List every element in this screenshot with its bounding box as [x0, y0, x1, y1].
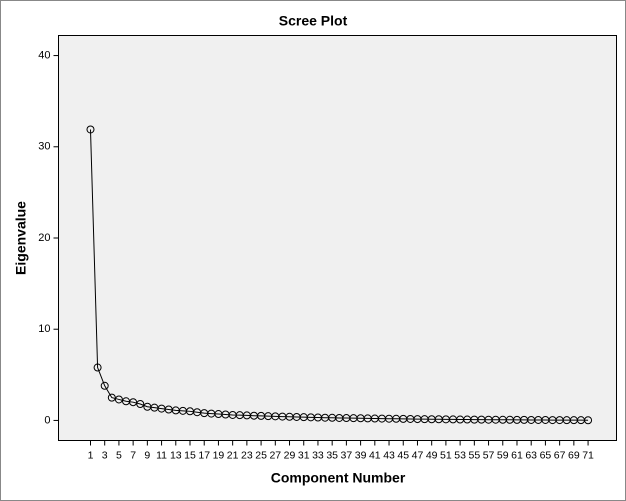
y-axis-label: Eigenvalue [13, 201, 29, 275]
x-tick-label: 69 [568, 449, 580, 461]
x-tick-label: 13 [170, 449, 182, 461]
x-tick-label: 61 [511, 449, 523, 461]
x-tick-label: 49 [426, 449, 438, 461]
y-tick-label: 40 [38, 49, 50, 61]
y-tick-label: 10 [38, 323, 50, 335]
point [86, 125, 95, 134]
x-tick-label: 31 [298, 449, 310, 461]
point [584, 416, 593, 425]
x-tick-label: 17 [198, 449, 210, 461]
x-tick-label: 29 [284, 449, 296, 461]
x-tick-label: 63 [525, 449, 537, 461]
x-tick-label: 53 [454, 449, 466, 461]
x-tick-label: 3 [102, 449, 108, 461]
x-tick-label: 59 [497, 449, 509, 461]
x-tick-label: 33 [312, 449, 324, 461]
x-tick-label: 47 [412, 449, 424, 461]
x-tick-label: 41 [369, 449, 381, 461]
x-tick-label: 11 [156, 449, 167, 461]
x-tick-label: 1 [88, 449, 94, 461]
point [107, 393, 116, 402]
x-tick-label: 71 [582, 449, 594, 461]
x-tick-label: 45 [397, 449, 409, 461]
x-tick-label: 51 [440, 449, 452, 461]
point [136, 400, 145, 409]
x-tick-label: 57 [483, 449, 495, 461]
x-tick-label: 67 [554, 449, 566, 461]
point [129, 398, 138, 407]
y-tick-label: 20 [38, 232, 50, 244]
x-tick-label: 5 [116, 449, 122, 461]
x-axis-label: Component Number [271, 470, 406, 486]
point [114, 395, 123, 404]
line [89, 129, 589, 421]
x-tick-label: 9 [144, 449, 150, 461]
point [100, 381, 109, 390]
x-tick-label: 39 [355, 449, 367, 461]
x-tick-label: 37 [341, 449, 353, 461]
chart-title: Scree Plot [279, 13, 348, 29]
x-tick-label: 27 [269, 449, 281, 461]
point [93, 363, 102, 372]
x-tick-label: 43 [383, 449, 395, 461]
y-tick-label: 30 [38, 141, 50, 153]
x-tick-label: 7 [130, 449, 136, 461]
x-tick-label: 55 [468, 449, 480, 461]
x-tick-label: 65 [540, 449, 552, 461]
y-tick-label: 0 [44, 414, 50, 426]
x-tick-label: 15 [184, 449, 196, 461]
plot-area [58, 35, 617, 441]
x-tick-label: 35 [326, 449, 338, 461]
x-tick-label: 19 [213, 449, 225, 461]
x-tick-label: 23 [241, 449, 253, 461]
x-tick-label: 25 [255, 449, 267, 461]
x-tick-label: 21 [227, 449, 239, 461]
